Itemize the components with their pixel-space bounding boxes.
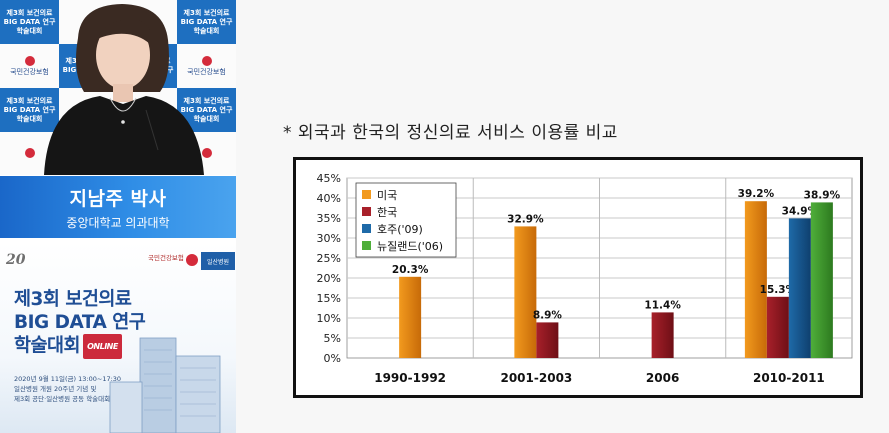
speaker-affiliation: 중앙대학교 의과대학 [66, 216, 170, 230]
bar-2010-2011-series-0 [744, 201, 767, 358]
backdrop-event-title: 제3회 보건의료 BIG DATA 연구 학술대회 [177, 0, 236, 44]
video-panel: 제3회 보건의료 BIG DATA 연구 학술대회 제3회 보건의료 BIG DATA… [0, 0, 236, 433]
backdrop-event-title: 제3회 보건의료 BIG DATA 연구 학술대회 [0, 88, 59, 132]
data-label: 20.3% [392, 264, 429, 276]
poster-info-line: 제3회 공단·일산병원 공동 학술대회 [14, 395, 111, 403]
x-tick-label: 2001-2003 [500, 371, 572, 385]
data-label: 39.2% [738, 188, 775, 200]
x-tick-label: 2006 [646, 371, 679, 385]
legend-label: 한국 [377, 206, 397, 219]
y-tick-label: 35% [317, 212, 341, 225]
data-label: 38.9% [804, 189, 841, 201]
legend-label: 호주('09) [377, 223, 423, 236]
y-tick-label: 20% [317, 272, 341, 285]
y-tick-label: 0% [324, 352, 341, 365]
data-label: 11.4% [644, 299, 681, 311]
legend-swatch [362, 224, 371, 233]
poster-title-line: 제3회 보건의료 [14, 289, 132, 310]
legend-swatch [362, 190, 371, 199]
poster-info-line: 일산병원 개원 20주년 기념 및 [14, 385, 97, 393]
legend-label: 뉴질랜드('06) [377, 240, 443, 253]
anniversary-logo: 20 [6, 252, 26, 268]
legend-swatch [362, 241, 371, 250]
bar-2010-2011-series-1 [766, 296, 789, 358]
x-tick-label: 1990-1992 [374, 371, 446, 385]
y-tick-label: 15% [317, 292, 341, 305]
poster-title: 제3회 보건의료 BIG DATA 연구 학술대회 ONLINE [14, 288, 146, 359]
bar-2006-series-1 [651, 312, 674, 358]
poster-title-line: 학술대회 [14, 335, 81, 357]
data-label: 32.9% [507, 213, 544, 225]
legend-swatch [362, 207, 371, 216]
data-label: 15.3% [760, 284, 797, 296]
poster-date: 2020년 9월 11일(금) 13:00~17:30 [14, 375, 122, 383]
slide-caption: * 외국과 한국의 정신의료 서비스 이용률 비교 [283, 123, 618, 143]
data-label: 8.9% [533, 309, 563, 321]
bar-2010-2011-series-2 [788, 218, 811, 358]
legend-label: 미국 [377, 189, 397, 202]
poster-logo-row: 20 국민건강보험 일산병원 [6, 250, 235, 274]
bar-1990-1992-series-0 [399, 276, 422, 358]
y-tick-label: 30% [317, 232, 341, 245]
legend-box [355, 182, 457, 258]
hospital-building-illustration [109, 337, 221, 433]
y-tick-label: 10% [317, 312, 341, 325]
seal-icon [24, 148, 35, 158]
seal-icon [24, 55, 35, 66]
bar-2010-2011-series-3 [810, 202, 833, 358]
presenter-figure [44, 4, 204, 175]
seal-icon [201, 55, 212, 66]
y-tick-label: 45% [317, 172, 341, 185]
poster-title-line: BIG DATA 연구 [14, 312, 146, 333]
y-tick-label: 25% [317, 252, 341, 265]
backdrop-org: 국민건강보험 [177, 44, 236, 88]
comparison-chart: 0% 5% 10% 15% 20% 25% 30% 35% 40% 45% 20.3% 1990-19… [293, 157, 863, 398]
backdrop-event-title: 제3회 보건의료 BIG DATA 연구 학술대회 [0, 0, 59, 44]
online-badge: ONLINE [83, 334, 122, 359]
bar-chart-svg: 0% 5% 10% 15% 20% 25% 30% 35% 40% 45% 20.3% 1990-19… [317, 172, 853, 385]
seal-icon [201, 148, 212, 158]
bar-2001-2003-series-1 [536, 322, 559, 358]
bar-2001-2003-series-0 [514, 226, 537, 358]
poster-info: 2020년 9월 11일(금) 13:00~17:30 일산병원 개원 20주년… [14, 374, 121, 404]
seal-icon [186, 254, 198, 266]
event-poster: 20 국민건강보험 일산병원 제3회 보건의료 BIG DATA 연구 학술대회… [0, 242, 236, 433]
backdrop-org: 국민건강보험 [0, 44, 59, 88]
speaker-name: 지남주 박사 [69, 188, 167, 210]
data-label: 34.9% [782, 205, 819, 217]
speaker-name-bar: 지남주 박사 중앙대학교 의과대학 [0, 176, 236, 238]
x-tick-label: 2010-2011 [753, 371, 825, 385]
poster-org-name: 국민건강보험 [148, 254, 184, 262]
y-tick-label: 5% [324, 332, 341, 345]
y-tick-label: 40% [317, 192, 341, 205]
speaker-video: 제3회 보건의료 BIG DATA 연구 학술대회 제3회 보건의료 BIG DATA… [0, 0, 236, 175]
hospital-badge: 일산병원 [201, 252, 235, 270]
